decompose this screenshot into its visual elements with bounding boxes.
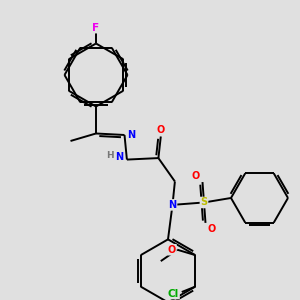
Text: Cl: Cl [168, 289, 179, 298]
Text: N: N [115, 152, 124, 162]
Text: H: H [106, 151, 114, 160]
Text: O: O [192, 171, 200, 181]
Text: O: O [208, 224, 216, 234]
Text: N: N [127, 130, 135, 140]
Text: F: F [92, 22, 100, 33]
Text: S: S [200, 197, 208, 208]
Text: O: O [157, 125, 165, 135]
Text: O: O [168, 245, 176, 255]
Text: N: N [168, 200, 177, 210]
